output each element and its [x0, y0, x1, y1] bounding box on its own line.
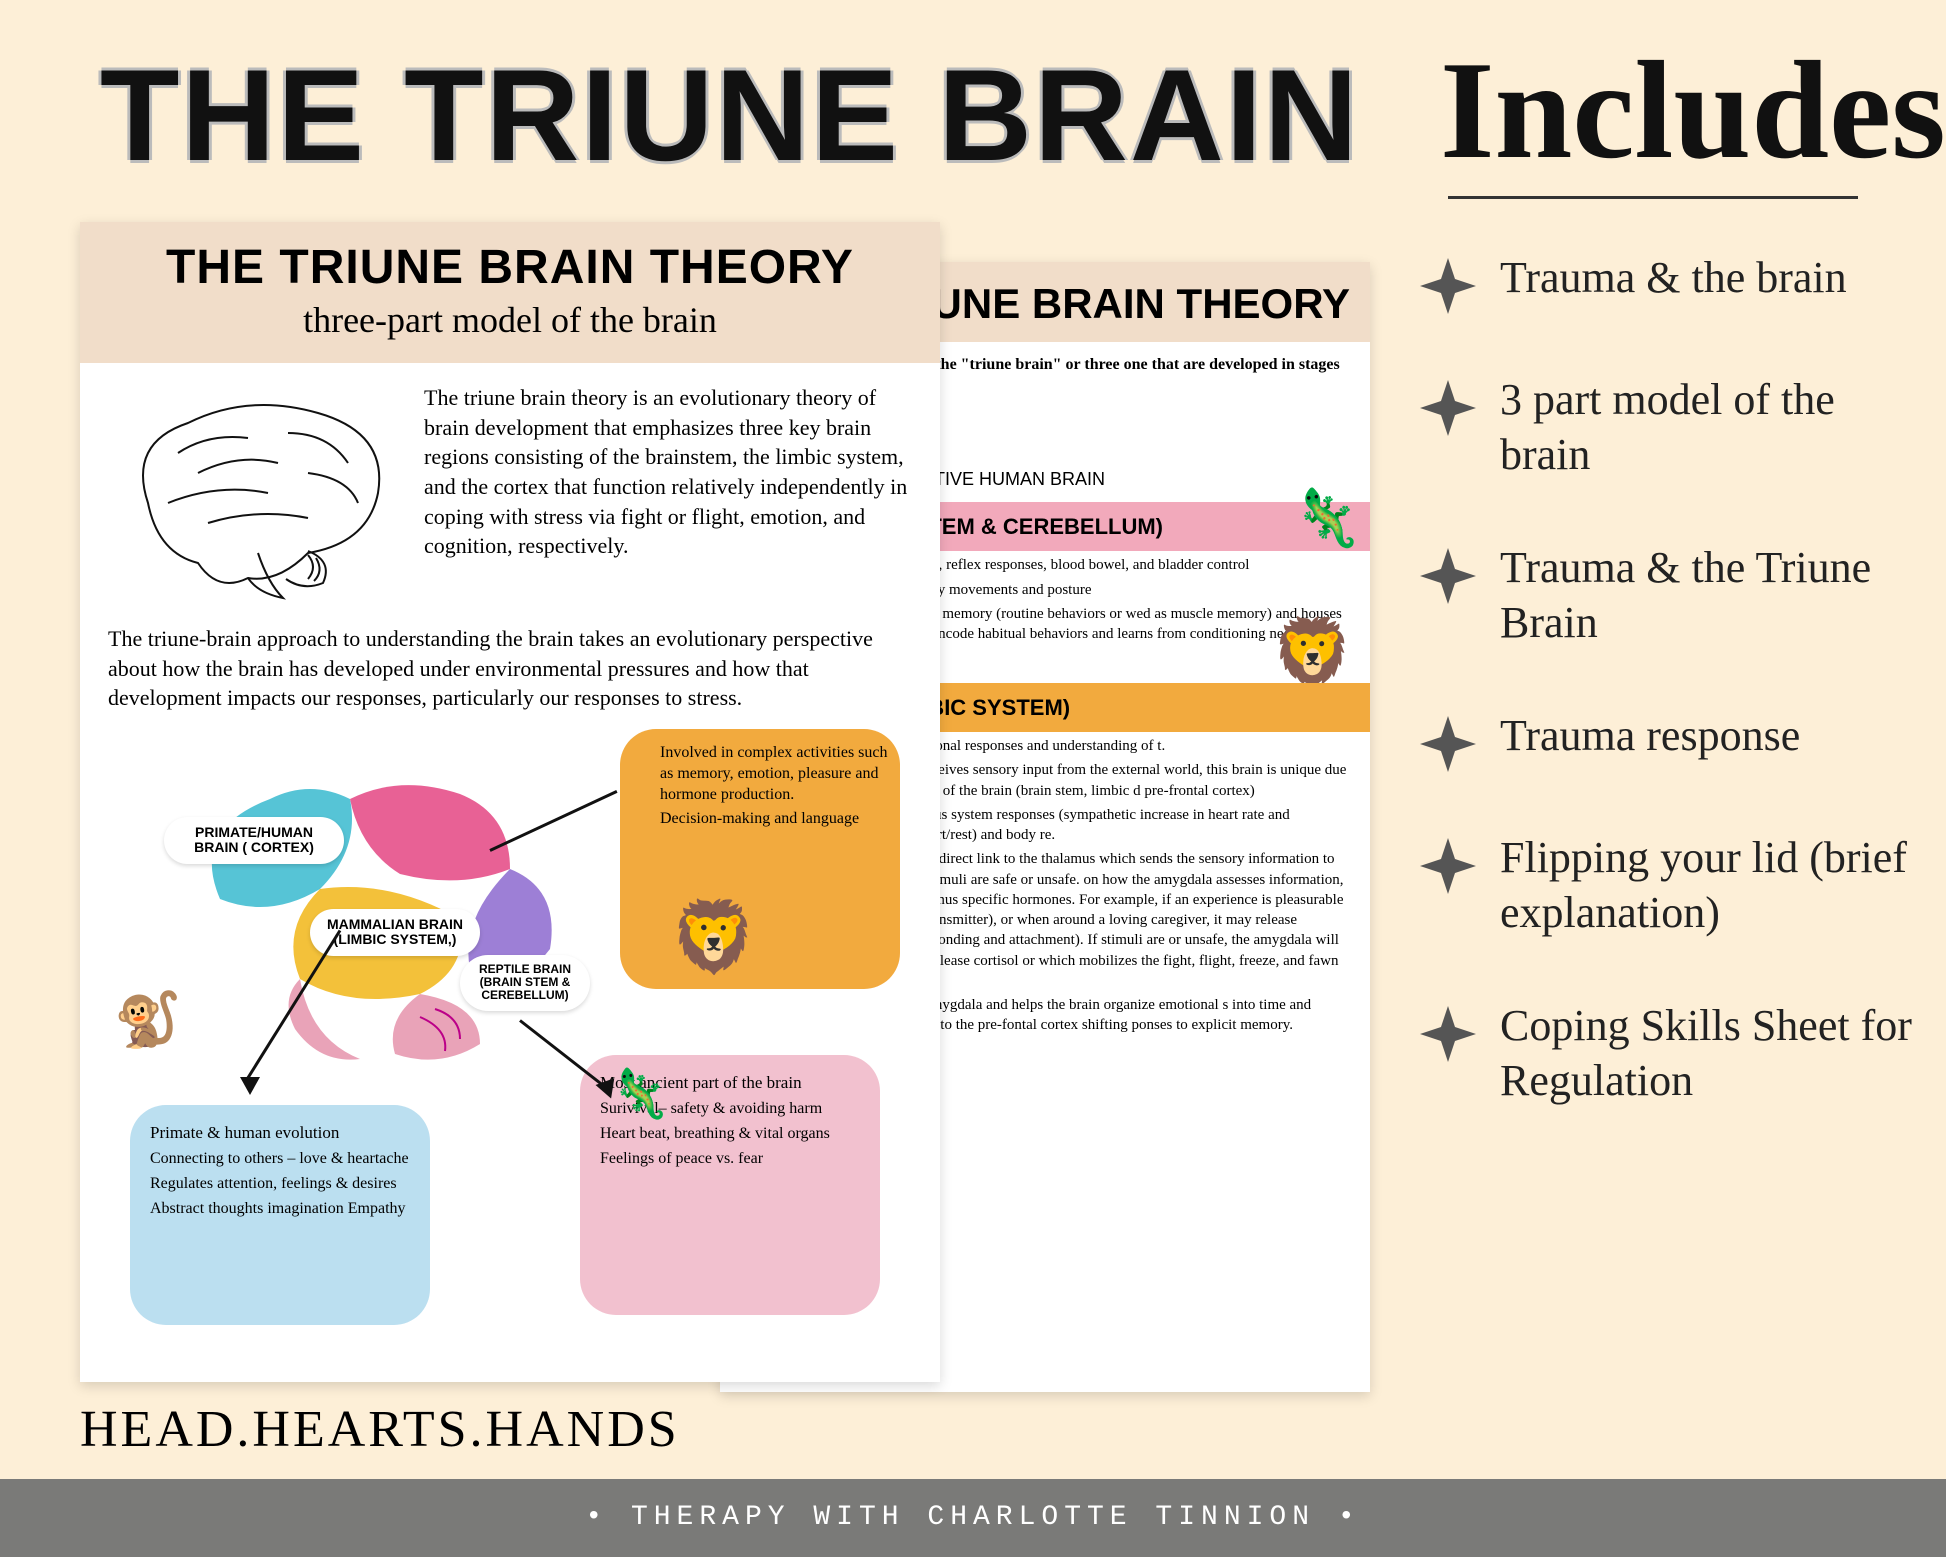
card1-banner: THE TRIUNE BRAIN THEORY three-part model…	[80, 222, 940, 363]
blue-l1: Connecting to others – love & heartache	[150, 1149, 410, 1170]
includes-item: 3 part model of the brain	[1420, 372, 1920, 482]
footer-credit: • THERAPY WITH CHARLOTTE TINNION •	[0, 1479, 1946, 1557]
includes-item: Trauma & the brain	[1420, 250, 1920, 314]
includes-item-label: Flipping your lid (brief explanation)	[1500, 830, 1920, 940]
sparkle-icon	[1420, 1006, 1476, 1062]
arrowhead-icon	[240, 1077, 260, 1095]
orange-l1: Involved in complex activities such as m…	[660, 743, 888, 805]
page-title: THE TRIUNE BRAIN	[100, 40, 1360, 190]
blue-l2: Regulates attention, feelings & desires	[150, 1174, 410, 1195]
chameleon-icon: 🦎	[1292, 480, 1362, 556]
includes-item-label: Trauma & the Triune Brain	[1500, 540, 1920, 650]
card1-subheading: three-part model of the brain	[90, 299, 930, 341]
includes-item: Trauma & the Triune Brain	[1420, 540, 1920, 650]
tag-brainstem: REPTILE BRAIN (BRAIN STEM & CEREBELLUM)	[460, 955, 590, 1011]
lion-icon: 🦁	[1272, 609, 1354, 698]
includes-item-label: Trauma & the brain	[1500, 250, 1847, 305]
brand-tagline: HEAD.HEARTS.HANDS	[80, 1400, 680, 1459]
blue-l3: Abstract thoughts imagination Empathy	[150, 1199, 410, 1220]
includes-item: Coping Skills Sheet for Regulation	[1420, 998, 1920, 1108]
infobox-primate: Primate & human evolution Connecting to …	[130, 1105, 430, 1325]
brain-diagram: PRIMATE/HUMAN BRAIN ( CORTEX) MAMMALIAN …	[80, 729, 940, 1349]
pink-l2: Heart beat, breathing & vital organs	[600, 1124, 860, 1145]
infobox-cortex: Involved in complex activities such as m…	[620, 729, 900, 989]
includes-list: Trauma & the brain 3 part model of the b…	[1420, 250, 1920, 1166]
card1-heading: THE TRIUNE BRAIN THEORY	[90, 240, 930, 295]
card1-para2: The triune-brain approach to understandi…	[80, 618, 940, 729]
includes-item-label: Trauma response	[1500, 708, 1800, 763]
includes-heading: Includes	[1440, 30, 1946, 191]
sparkle-icon	[1420, 716, 1476, 772]
orange-l2: Decision-making and language	[660, 809, 888, 830]
brain-outline-icon	[108, 383, 408, 608]
sparkle-icon	[1420, 258, 1476, 314]
includes-item: Trauma response	[1420, 708, 1920, 772]
sparkle-icon	[1420, 380, 1476, 436]
pink-l3: Feelings of peace vs. fear	[600, 1149, 860, 1170]
includes-item: Flipping your lid (brief explanation)	[1420, 830, 1920, 940]
includes-item-label: Coping Skills Sheet for Regulation	[1500, 998, 1920, 1108]
tag-cortex: PRIMATE/HUMAN BRAIN ( CORTEX)	[164, 817, 344, 864]
preview-card-1: THE TRIUNE BRAIN THEORY three-part model…	[80, 222, 940, 1382]
includes-item-label: 3 part model of the brain	[1500, 372, 1920, 482]
lion-icon: 🦁	[670, 897, 757, 979]
blue-h: Primate & human evolution	[150, 1123, 410, 1143]
monkey-icon: 🐒	[114, 989, 181, 1052]
card1-intro-text: The triune brain theory is an evolutiona…	[408, 383, 912, 608]
sparkle-icon	[1420, 548, 1476, 604]
sparkle-icon	[1420, 838, 1476, 894]
